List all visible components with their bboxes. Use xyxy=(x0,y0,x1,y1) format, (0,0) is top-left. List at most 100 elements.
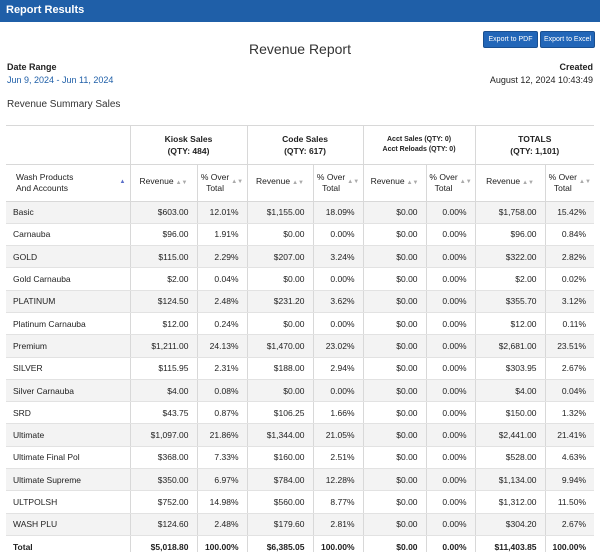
cell-acct-revenue: $0.00 xyxy=(363,513,427,536)
table-row: ULTPOLSH $752.00 14.98% $560.00 8.77% $0.00 0.… xyxy=(6,490,595,514)
sort-icon[interactable]: ▲▼ xyxy=(406,180,419,186)
cell-acct-pct: 0.00% xyxy=(426,290,476,313)
column-header-acct-revenue[interactable]: Revenue ▲▼ xyxy=(363,164,427,202)
sort-icon[interactable]: ▲▼ xyxy=(175,180,188,186)
sort-icon[interactable]: ▲▼ xyxy=(522,180,534,186)
column-header-kiosk-pct[interactable]: % Over Total ▲▼ xyxy=(197,164,248,202)
total-cell-total-revenue: $11,403.85 xyxy=(475,535,546,552)
table-row: WASH PLU $124.60 2.48% $179.60 2.81% $0.00 0.0… xyxy=(6,513,595,536)
cell-code-pct: 0.00% xyxy=(313,379,364,403)
window-titlebar: Report Results xyxy=(0,0,600,22)
sort-icon[interactable]: ▲▼ xyxy=(231,179,244,185)
cell-acct-revenue: $0.00 xyxy=(363,312,427,336)
cell-total-revenue: $150.00 xyxy=(475,401,546,425)
total-cell-acct-revenue: $0.00 xyxy=(363,535,427,552)
sort-icon[interactable]: ▲▼ xyxy=(292,180,304,186)
cell-product-name: Premium xyxy=(6,334,131,358)
cell-total-pct: 0.11% xyxy=(545,312,595,336)
total-cell-code-pct: 100.00% xyxy=(313,535,364,552)
cell-total-pct: 0.84% xyxy=(545,223,595,247)
column-header-acct-pct[interactable]: % Over Total ▲▼ xyxy=(426,164,476,202)
table-row: Silver Carnauba $4.00 0.08% $0.00 0.00% $0.00… xyxy=(6,379,595,403)
summary-heading: Revenue Summary Sales xyxy=(7,99,121,110)
cell-code-pct: 0.00% xyxy=(313,267,364,291)
cell-kiosk-revenue: $124.60 xyxy=(130,513,198,536)
column-header-label: Total xyxy=(322,182,341,193)
column-header-label: % Over xyxy=(316,171,346,182)
cell-acct-revenue: $0.00 xyxy=(363,379,427,403)
cell-code-revenue: $0.00 xyxy=(247,223,314,247)
group-header-code: Code Sales (QTY: 617) xyxy=(247,126,364,165)
group-header-totals: TOTALS (QTY: 1,101) xyxy=(475,126,595,165)
cell-kiosk-pct: 6.97% xyxy=(197,468,248,492)
cell-kiosk-pct: 14.98% xyxy=(197,490,248,514)
total-cell-product-name: Total xyxy=(6,535,131,552)
cell-total-pct: 3.12% xyxy=(545,290,595,313)
export-pdf-button[interactable]: Export to PDF xyxy=(483,31,538,48)
cell-kiosk-revenue: $2.00 xyxy=(130,267,198,291)
cell-kiosk-revenue: $1,211.00 xyxy=(130,334,198,358)
cell-product-name: WASH PLU xyxy=(6,513,131,536)
cell-product-name: Ultimate Final Pol xyxy=(6,446,131,470)
revenue-table: Kiosk Sales (QTY: 484) Code Sales (QTY: … xyxy=(6,126,595,552)
cell-acct-revenue: $0.00 xyxy=(363,334,427,358)
cell-acct-pct: 0.00% xyxy=(426,201,476,224)
cell-acct-pct: 0.00% xyxy=(426,245,476,269)
sort-ascending-icon[interactable]: ▲ xyxy=(119,179,126,185)
kiosk-sales-qty: (QTY: 484) xyxy=(167,145,210,156)
column-header-totals-pct[interactable]: % Over Total ▲▼ xyxy=(545,164,595,202)
cell-kiosk-revenue: $12.00 xyxy=(130,312,198,336)
cell-total-pct: 15.42% xyxy=(545,201,595,224)
column-header-wash-products[interactable]: Wash Products And Accounts ▲ xyxy=(6,164,131,202)
cell-acct-revenue: $0.00 xyxy=(363,223,427,247)
cell-total-pct: 2.82% xyxy=(545,245,595,269)
cell-acct-pct: 0.00% xyxy=(426,468,476,492)
cell-code-pct: 8.77% xyxy=(313,490,364,514)
cell-code-pct: 2.94% xyxy=(313,357,364,380)
table-row: Ultimate Final Pol $368.00 7.33% $160.00 2.5… xyxy=(6,446,595,470)
cell-code-revenue: $560.00 xyxy=(247,490,314,514)
cell-code-pct: 0.00% xyxy=(313,223,364,247)
column-header-label: Total xyxy=(434,182,453,193)
cell-product-name: Carnauba xyxy=(6,223,131,247)
column-header-label: Revenue xyxy=(370,176,405,186)
cell-product-name: Platinum Carnauba xyxy=(6,312,131,336)
cell-total-pct: 11.50% xyxy=(545,490,595,514)
cell-acct-revenue: $0.00 xyxy=(363,401,427,425)
column-header-line: And Accounts xyxy=(16,182,68,193)
cell-kiosk-revenue: $1,097.00 xyxy=(130,423,198,447)
cell-total-pct: 2.67% xyxy=(545,513,595,536)
export-excel-button[interactable]: Export to Excel xyxy=(540,31,595,48)
cell-product-name: Basic xyxy=(6,201,131,224)
cell-kiosk-revenue: $752.00 xyxy=(130,490,198,514)
code-sales-label: Code Sales xyxy=(282,133,328,144)
total-cell-total-pct: 100.00% xyxy=(545,535,595,552)
kiosk-sales-label: Kiosk Sales xyxy=(164,133,213,144)
column-header-code-revenue[interactable]: Revenue ▲▼ xyxy=(247,164,314,202)
table-row: PLATINUM $124.50 2.48% $231.20 3.62% $0.00 0.0… xyxy=(6,290,595,313)
revenue-table-container: Kiosk Sales (QTY: 484) Code Sales (QTY: … xyxy=(6,125,595,552)
column-header-code-pct[interactable]: % Over Total ▲▼ xyxy=(313,164,364,202)
column-header-label: Total xyxy=(206,182,225,193)
cell-total-pct: 21.41% xyxy=(545,423,595,447)
sort-icon[interactable]: ▲▼ xyxy=(347,179,360,185)
cell-total-revenue: $4.00 xyxy=(475,379,546,403)
cell-kiosk-revenue: $115.00 xyxy=(130,245,198,269)
cell-acct-pct: 0.00% xyxy=(426,223,476,247)
cell-kiosk-revenue: $368.00 xyxy=(130,446,198,470)
column-header-label: Revenue xyxy=(139,176,174,186)
acct-reloads-label: Acct Reloads (QTY: 0) xyxy=(382,145,456,153)
cell-product-name: Gold Carnauba xyxy=(6,267,131,291)
cell-total-revenue: $2,441.00 xyxy=(475,423,546,447)
table-row: SRD $43.75 0.87% $106.25 1.66% $0.00 0.00% $150… xyxy=(6,401,595,425)
sort-icon[interactable]: ▲▼ xyxy=(579,179,591,185)
column-header-kiosk-revenue[interactable]: Revenue ▲▼ xyxy=(130,164,198,202)
totals-qty: (QTY: 1,101) xyxy=(510,145,560,156)
cell-code-pct: 2.51% xyxy=(313,446,364,470)
cell-code-pct: 0.00% xyxy=(313,312,364,336)
cell-total-pct: 9.94% xyxy=(545,468,595,492)
totals-label: TOTALS xyxy=(518,133,552,144)
cell-acct-pct: 0.00% xyxy=(426,490,476,514)
sort-icon[interactable]: ▲▼ xyxy=(459,179,472,185)
column-header-totals-revenue[interactable]: Revenue ▲▼ xyxy=(475,164,546,202)
